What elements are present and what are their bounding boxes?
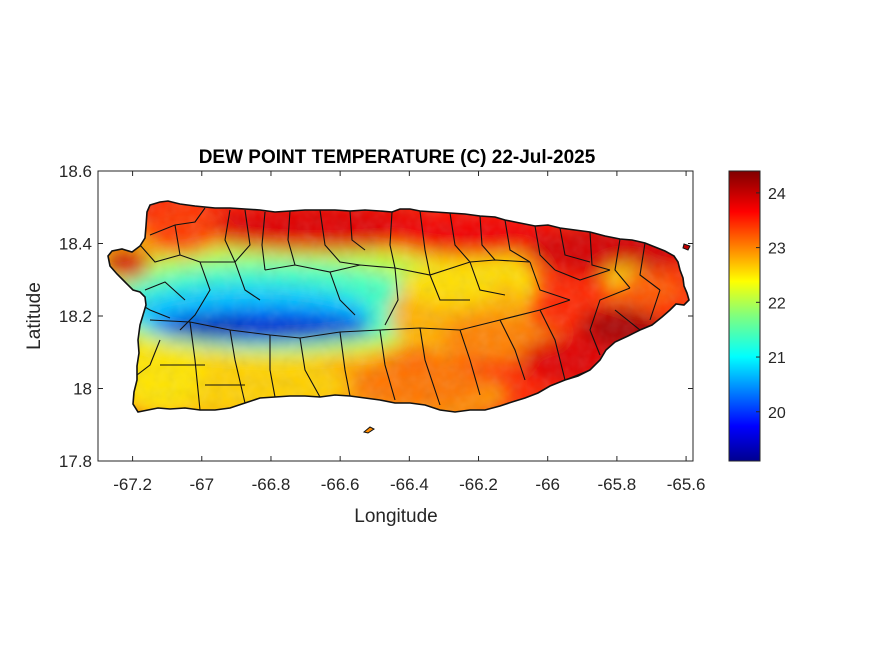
- colorbar-tick-label: 22: [768, 295, 786, 312]
- x-tick-label: -66.8: [252, 475, 291, 494]
- y-tick-label: 17.8: [59, 452, 92, 471]
- colorbar-tick-label: 21: [768, 350, 786, 367]
- x-tick-label: -67.2: [113, 475, 152, 494]
- y-tick-label: 18.6: [59, 162, 92, 181]
- y-axis-label: Latitude: [24, 282, 45, 350]
- colorbar-ticks: 24 23 22 21 20: [756, 186, 786, 422]
- x-tick-label: -65.6: [667, 475, 706, 494]
- y-tick-label: 18.2: [59, 307, 92, 326]
- y-axis-ticks: 18.6 18.4 18.2 18 17.8: [59, 162, 693, 471]
- x-tick-label: -66.2: [459, 475, 498, 494]
- x-tick-label: -66.4: [390, 475, 429, 494]
- colorbar-tick-label: 24: [768, 186, 786, 203]
- x-tick-label: -66: [535, 475, 560, 494]
- colorbar-tick-label: 23: [768, 241, 786, 258]
- x-tick-label: -66.6: [321, 475, 360, 494]
- x-tick-label: -67: [189, 475, 214, 494]
- x-axis-ticks: -67.2 -67 -66.8 -66.6 -66.4 -66.2 -66 -65.8 -65.…: [113, 171, 705, 494]
- islet-east: [682, 243, 691, 251]
- municipality-boundaries: [132, 207, 661, 411]
- y-tick-label: 18: [73, 380, 92, 399]
- y-tick-label: 18.4: [59, 235, 92, 254]
- x-tick-label: -65.8: [598, 475, 637, 494]
- islet-south: [362, 426, 375, 434]
- colorbar-tick-label: 20: [768, 405, 786, 422]
- x-axis-label: Longitude: [354, 506, 437, 527]
- colorbar: [728, 170, 761, 462]
- chart-title: DEW POINT TEMPERATURE (C) 22-Jul-2025: [199, 147, 596, 168]
